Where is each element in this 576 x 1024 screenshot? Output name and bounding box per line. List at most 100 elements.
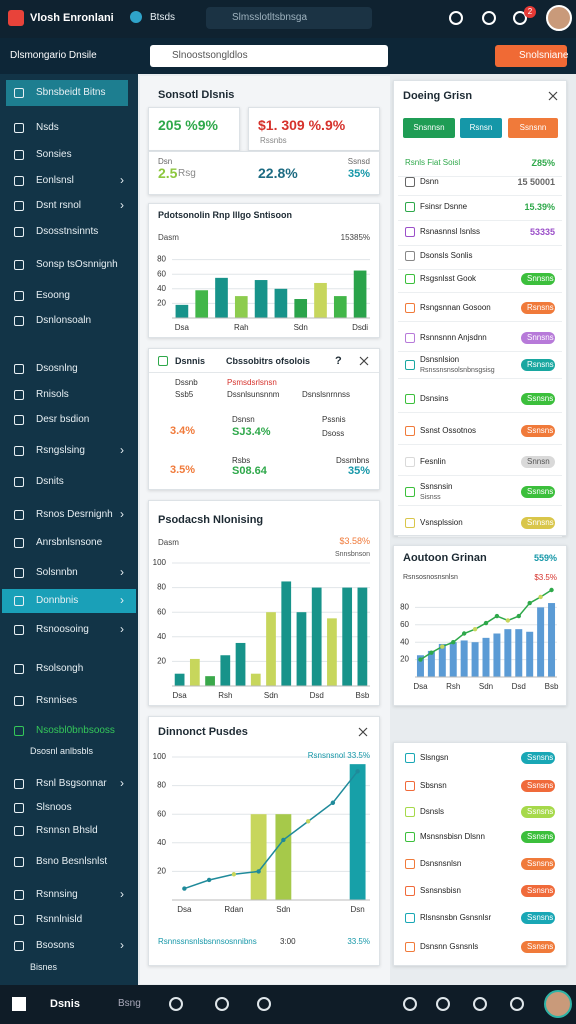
row-sub: Sisnss (420, 494, 441, 501)
bar (471, 642, 479, 677)
icon (14, 88, 24, 98)
bar (482, 637, 490, 677)
nav-item[interactable]: Sbnsbeidt Bitns (36, 87, 106, 98)
y-tick-label: 20 (157, 867, 166, 876)
bottom-icon[interactable] (169, 997, 183, 1011)
icon (14, 890, 24, 900)
nav-item[interactable]: Rsngslsing (36, 445, 85, 456)
nav-item[interactable]: Dsosnl anlbsbls (30, 746, 94, 756)
search-placeholder: Slnoostsongldlos (172, 50, 248, 61)
nav-item[interactable]: Desr bsdion (36, 414, 90, 425)
header-button[interactable] (495, 45, 567, 67)
bottom-icon[interactable] (510, 997, 524, 1011)
row-label: Fesnlin (420, 457, 446, 466)
icon (14, 510, 24, 520)
icon (405, 426, 415, 436)
avatar[interactable] (544, 990, 572, 1018)
row-label: Rlsnsnsbn Gsnsnlsr (420, 913, 492, 922)
top-icon[interactable] (482, 11, 496, 25)
bar (250, 673, 261, 686)
nav-item[interactable]: Bisnes (30, 962, 58, 972)
row-label: Vsnsplssion (420, 518, 463, 527)
nav-item[interactable]: Dsnt rsnol (36, 200, 82, 211)
nav-item[interactable]: Rsnoosoing (36, 624, 89, 635)
icon (14, 941, 24, 951)
nav-item[interactable]: Bsno Besnlsnlst (36, 856, 108, 867)
bar (333, 296, 347, 318)
nav-item[interactable]: Rsnnlnisld (36, 914, 83, 925)
cell: Dssnb (175, 378, 198, 387)
nav-item[interactable]: Anrsbnlsnsone (36, 537, 103, 548)
chart-title: Dinnonct Pusdes (158, 726, 248, 738)
cell: Dsnsn (232, 415, 255, 424)
panel-button[interactable] (460, 118, 502, 138)
stat-card (148, 107, 240, 151)
top-icon[interactable] (449, 11, 463, 25)
nav-item[interactable]: Dsnlonsoaln (36, 315, 92, 326)
row-divider (398, 536, 562, 537)
bottom-icon[interactable] (436, 997, 450, 1011)
nav-item[interactable]: Slsnoos (36, 802, 72, 813)
nav-item[interactable]: Solsnnbn (36, 567, 78, 578)
row-label: Rsgsnlsst Gook (420, 274, 477, 283)
home-icon[interactable] (12, 997, 26, 1011)
nav-item[interactable]: Sonsies (36, 149, 72, 160)
nav-item[interactable]: Dsosnlng (36, 363, 78, 374)
nav-item[interactable]: Rsnnsing (36, 889, 78, 900)
icon (14, 726, 24, 736)
nav-active[interactable] (2, 589, 136, 613)
cell: SJ3.4% (232, 426, 271, 438)
row-divider (398, 378, 562, 379)
nav-item[interactable]: Rsnos Desrnignh (36, 509, 113, 520)
nav-item[interactable]: Rsnnises (36, 695, 78, 706)
y-tick-label: 80 (157, 781, 166, 790)
header-search[interactable] (150, 45, 388, 67)
nav-item[interactable]: Esoong (36, 290, 70, 301)
nav-item[interactable]: Rsolsongh (36, 663, 84, 674)
icon (405, 487, 415, 497)
bar (526, 631, 534, 677)
nav-item[interactable]: Sonsp tsOsnnignh (36, 259, 118, 270)
nav-item[interactable]: Nsosbl0bnbsooss (36, 725, 115, 736)
nav-item[interactable]: Donnbnis (36, 595, 79, 606)
row-divider (398, 351, 562, 352)
bar (537, 607, 545, 677)
nav-item[interactable]: Nsds (36, 122, 59, 133)
nav-item[interactable]: Dsosstnsinnts (36, 226, 99, 237)
top-search[interactable] (206, 7, 372, 29)
bar (438, 643, 446, 677)
row-divider (398, 475, 562, 476)
status-pill: Ssnsns (521, 425, 555, 437)
bottom-icon[interactable] (257, 997, 271, 1011)
chart-footer: 33.5% (347, 937, 370, 946)
bottom-icon[interactable] (403, 997, 417, 1011)
cell: 3.4% (170, 425, 196, 437)
line-point (527, 600, 532, 606)
y-tick-label: 20 (157, 299, 166, 308)
line-point (182, 886, 187, 891)
nav-item[interactable]: Rsnnsn Bhsld (36, 825, 98, 836)
nav-active[interactable] (6, 80, 128, 106)
x-tick-label: Rdan (224, 905, 243, 914)
nav-item[interactable]: Bsosons (36, 940, 75, 951)
avatar[interactable] (546, 5, 572, 31)
bar (275, 814, 292, 900)
line-point (461, 631, 467, 636)
nav-item[interactable]: Eonlsnsl (36, 175, 74, 186)
icon (14, 625, 24, 635)
row-divider (398, 321, 562, 322)
top-icon[interactable] (513, 11, 527, 25)
nav-item[interactable]: Rsnl Bsgsonnar (36, 778, 107, 789)
bottom-icon[interactable] (473, 997, 487, 1011)
nav-item[interactable]: Rnisols (36, 389, 69, 400)
bottom-icon[interactable] (215, 997, 229, 1011)
panel-button[interactable] (403, 118, 455, 138)
y-tick-label: 40 (157, 632, 166, 641)
bar (195, 290, 209, 318)
nav-item[interactable]: Dsnits (36, 476, 64, 487)
chart-note: Snnsbnson (334, 551, 370, 558)
panel-button[interactable] (508, 118, 558, 138)
bar (460, 640, 468, 677)
row-divider (398, 292, 562, 293)
